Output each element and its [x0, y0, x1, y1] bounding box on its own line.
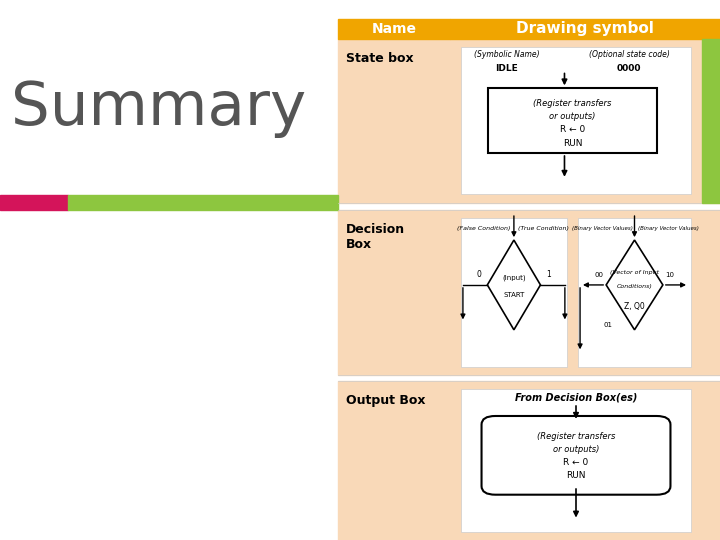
Bar: [450, 39, 720, 202]
Text: RUN: RUN: [563, 139, 582, 148]
Text: Name: Name: [372, 22, 417, 36]
Bar: [450, 210, 720, 375]
Bar: [702, 39, 720, 202]
Bar: [338, 210, 450, 375]
Bar: [338, 381, 450, 540]
Text: Z, Q0: Z, Q0: [624, 302, 645, 311]
Text: Drawing symbol: Drawing symbol: [516, 22, 654, 36]
Text: RUN: RUN: [566, 470, 586, 480]
Text: Output Box: Output Box: [346, 394, 425, 407]
Text: (Optional state code): (Optional state code): [588, 50, 670, 59]
Text: Decision
Box: Decision Box: [346, 223, 405, 251]
Text: 0: 0: [477, 271, 481, 280]
Bar: [488, 88, 657, 153]
Text: (Symbolic Name): (Symbolic Name): [474, 50, 540, 59]
Bar: [0, 195, 68, 210]
Bar: [338, 19, 450, 39]
Bar: [461, 47, 691, 194]
Bar: [450, 19, 720, 39]
Text: (True Condition): (True Condition): [518, 226, 569, 231]
Text: Summary: Summary: [11, 78, 306, 138]
Text: 00: 00: [595, 273, 604, 279]
Text: State box: State box: [346, 52, 413, 65]
Text: (Binary Vector Values): (Binary Vector Values): [572, 226, 633, 231]
Text: (Input): (Input): [502, 274, 526, 281]
Text: R ← 0: R ← 0: [560, 125, 585, 134]
Text: (Vector of Input: (Vector of Input: [610, 271, 659, 275]
Text: R ← 0: R ← 0: [563, 457, 589, 467]
Bar: [577, 218, 691, 367]
Bar: [461, 389, 691, 532]
Text: 1: 1: [546, 271, 552, 280]
Text: 0000: 0000: [617, 64, 642, 72]
Text: 10: 10: [665, 273, 674, 279]
Text: or outputs): or outputs): [553, 445, 599, 454]
Text: (Register transfers: (Register transfers: [537, 432, 615, 441]
Text: From Decision Box(es): From Decision Box(es): [515, 392, 637, 402]
Text: 01: 01: [604, 322, 613, 328]
Bar: [450, 381, 720, 540]
Bar: [338, 39, 450, 202]
Text: Conditions): Conditions): [616, 284, 652, 289]
Text: (Register transfers: (Register transfers: [534, 99, 612, 108]
Text: (Binary Vector Values): (Binary Vector Values): [638, 226, 699, 231]
Text: or outputs): or outputs): [549, 112, 595, 121]
Bar: [68, 195, 338, 210]
Text: IDLE: IDLE: [495, 64, 518, 72]
Bar: [461, 218, 567, 367]
Text: (False Condition): (False Condition): [457, 226, 511, 231]
Text: START: START: [503, 292, 525, 299]
